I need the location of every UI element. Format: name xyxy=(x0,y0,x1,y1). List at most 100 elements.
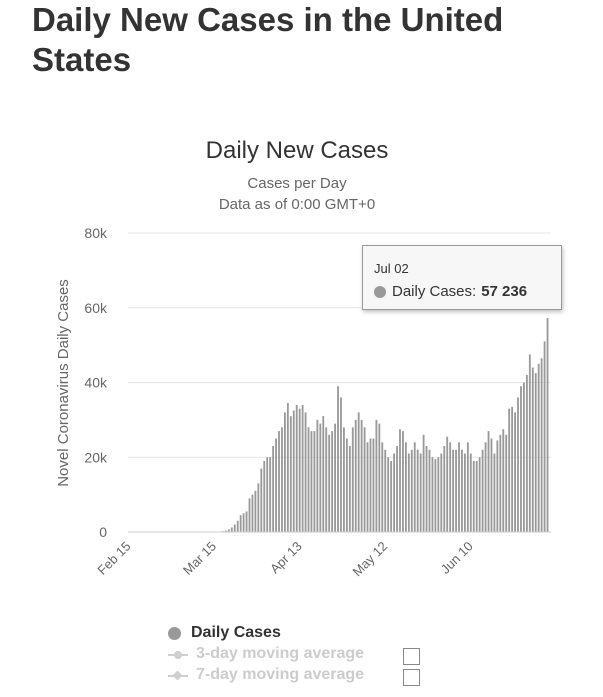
bar[interactable] xyxy=(413,442,416,532)
bar[interactable] xyxy=(431,457,434,532)
bar[interactable] xyxy=(407,453,410,532)
bar[interactable] xyxy=(399,429,401,532)
bar[interactable] xyxy=(537,363,540,532)
bar[interactable] xyxy=(313,431,316,532)
bar[interactable] xyxy=(446,436,449,532)
bar[interactable] xyxy=(375,419,378,533)
bar[interactable] xyxy=(325,427,328,532)
bar[interactable] xyxy=(425,446,428,532)
bar[interactable] xyxy=(369,438,372,532)
bar[interactable] xyxy=(316,419,319,533)
bar[interactable] xyxy=(390,460,393,532)
bar[interactable] xyxy=(292,410,295,532)
bar[interactable] xyxy=(328,434,331,532)
bar[interactable] xyxy=(307,427,310,532)
bar[interactable] xyxy=(463,453,466,532)
bar[interactable] xyxy=(531,367,534,532)
bar[interactable] xyxy=(422,434,425,532)
legend-item-3-day-average[interactable]: 3-day moving average xyxy=(168,644,364,664)
bar[interactable] xyxy=(289,416,292,532)
bar[interactable] xyxy=(528,354,531,532)
bar[interactable] xyxy=(310,431,313,532)
bar[interactable] xyxy=(301,404,304,532)
bar[interactable] xyxy=(331,431,334,532)
bar[interactable] xyxy=(540,358,543,532)
bar[interactable] xyxy=(543,341,546,532)
bar[interactable] xyxy=(455,449,457,532)
bar[interactable] xyxy=(295,404,298,532)
bar[interactable] xyxy=(286,403,289,532)
bar[interactable] xyxy=(343,427,345,532)
bar[interactable] xyxy=(348,446,351,532)
bar[interactable] xyxy=(511,406,514,532)
legend-item-daily-cases[interactable]: Daily Cases xyxy=(168,623,281,643)
bar[interactable] xyxy=(525,375,528,532)
bar[interactable] xyxy=(281,427,283,532)
bar[interactable] xyxy=(419,453,422,532)
bar[interactable] xyxy=(334,423,336,532)
bar[interactable] xyxy=(257,483,260,532)
bar[interactable] xyxy=(428,449,431,532)
legend-item-7-day-average[interactable]: 7-day moving average xyxy=(168,665,364,685)
bar[interactable] xyxy=(546,318,549,532)
bar[interactable] xyxy=(475,460,478,532)
bar[interactable] xyxy=(224,530,227,533)
bar[interactable] xyxy=(502,429,505,532)
bar[interactable] xyxy=(481,449,484,532)
toggle-7-day-average-checkbox[interactable] xyxy=(403,669,420,686)
bar[interactable] xyxy=(230,527,233,532)
bar[interactable] xyxy=(514,412,516,532)
bar[interactable] xyxy=(505,434,508,532)
bar[interactable] xyxy=(384,449,387,532)
bar[interactable] xyxy=(245,511,248,532)
bar[interactable] xyxy=(236,520,239,532)
bar[interactable] xyxy=(284,412,286,532)
bar[interactable] xyxy=(357,412,360,532)
bar[interactable] xyxy=(496,440,499,532)
bar[interactable] xyxy=(416,449,419,532)
bar[interactable] xyxy=(493,453,496,532)
bar[interactable] xyxy=(239,515,242,532)
bar[interactable] xyxy=(523,382,525,533)
bar[interactable] xyxy=(387,457,390,532)
bar[interactable] xyxy=(534,373,537,532)
bar[interactable] xyxy=(452,449,455,532)
bar[interactable] xyxy=(363,427,366,532)
bar[interactable] xyxy=(449,442,452,532)
bar[interactable] xyxy=(490,438,493,532)
bar[interactable] xyxy=(248,498,251,532)
bar[interactable] xyxy=(278,431,280,532)
bar[interactable] xyxy=(322,416,325,532)
bar[interactable] xyxy=(410,449,413,532)
bar[interactable] xyxy=(372,438,375,532)
bar[interactable] xyxy=(440,453,443,532)
bar[interactable] xyxy=(242,513,245,532)
bar[interactable] xyxy=(337,386,339,532)
bar[interactable] xyxy=(254,490,257,532)
bar[interactable] xyxy=(472,460,475,532)
bar[interactable] xyxy=(396,446,398,532)
bar[interactable] xyxy=(404,442,407,532)
bar[interactable] xyxy=(484,442,487,532)
bar[interactable] xyxy=(263,460,266,532)
bar[interactable] xyxy=(378,423,381,532)
bar[interactable] xyxy=(434,459,437,532)
bar[interactable] xyxy=(266,457,269,532)
bar[interactable] xyxy=(340,397,342,532)
bar[interactable] xyxy=(360,419,363,533)
bar[interactable] xyxy=(319,423,322,532)
bar[interactable] xyxy=(520,386,522,532)
bar[interactable] xyxy=(469,453,472,532)
bar[interactable] xyxy=(298,408,301,532)
bar[interactable] xyxy=(437,457,440,532)
bar[interactable] xyxy=(345,438,348,532)
toggle-3-day-average-checkbox[interactable] xyxy=(403,648,420,665)
bar[interactable] xyxy=(466,442,469,532)
bar[interactable] xyxy=(351,427,354,532)
bar[interactable] xyxy=(275,438,277,532)
bar[interactable] xyxy=(461,449,463,532)
bar[interactable] xyxy=(251,494,254,533)
bar[interactable] xyxy=(269,457,272,532)
bar[interactable] xyxy=(354,419,357,533)
bar[interactable] xyxy=(272,446,275,532)
